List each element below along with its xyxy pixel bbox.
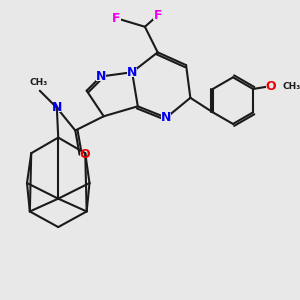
Text: N: N <box>127 66 137 79</box>
Text: F: F <box>112 12 121 25</box>
Bar <box>52 104 61 112</box>
Text: N: N <box>161 111 171 124</box>
Bar <box>112 14 121 22</box>
Bar <box>161 113 171 122</box>
Bar <box>266 82 274 90</box>
Bar <box>127 68 137 77</box>
Text: O: O <box>265 80 275 93</box>
Bar <box>153 11 162 20</box>
Bar <box>96 72 106 81</box>
Text: O: O <box>80 148 90 161</box>
Text: CH₃: CH₃ <box>29 78 47 87</box>
Text: CH₃: CH₃ <box>282 82 300 91</box>
Text: N: N <box>52 101 62 114</box>
Text: N: N <box>96 70 106 83</box>
Bar <box>80 151 88 159</box>
Text: F: F <box>153 9 162 22</box>
